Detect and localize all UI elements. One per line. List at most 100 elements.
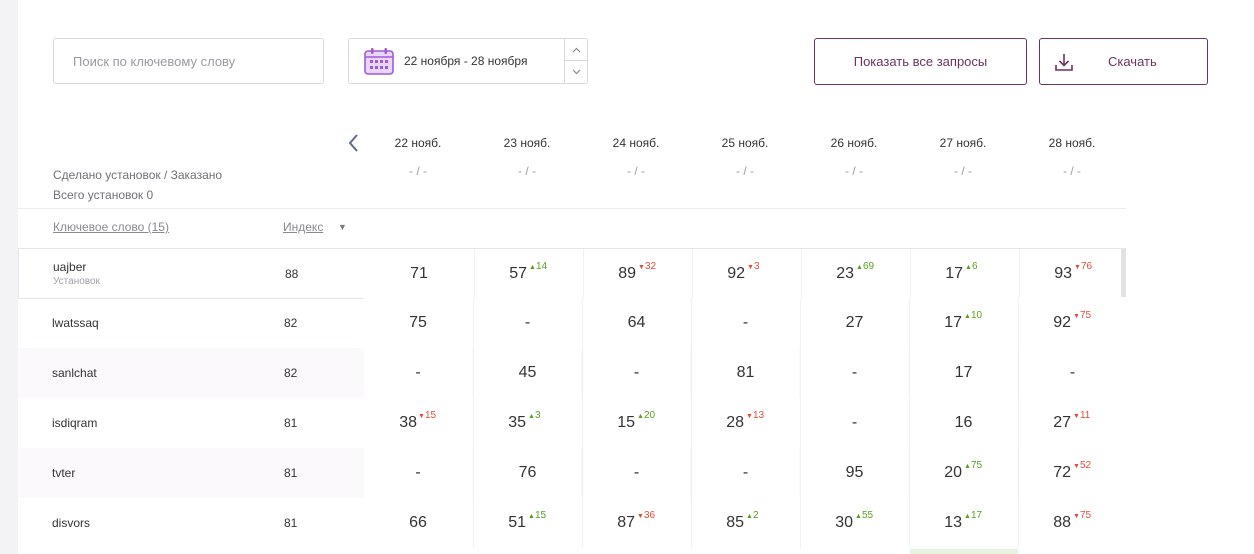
position-value: 16: [954, 414, 973, 431]
date-label: 27 нояб.: [939, 136, 987, 150]
date-column-header: 27 нояб. - / -: [909, 136, 1017, 178]
arrow-up-icon: ▲: [964, 313, 971, 320]
position-value: 66: [409, 514, 427, 531]
keyword-column-header[interactable]: Ключевое слово (15): [53, 220, 169, 234]
delta-up-indicator: ▲6: [965, 261, 978, 272]
day-cell: 13 ▲17: [909, 498, 1017, 548]
index-value: 81: [284, 416, 298, 430]
position-value: -: [851, 414, 858, 431]
position-value: 81: [736, 364, 755, 381]
download-label: Скачать: [1108, 54, 1157, 69]
day-cell: 76: [473, 448, 581, 498]
day-cell: 17 ▲10: [909, 298, 1017, 348]
position-value: 23: [836, 265, 854, 282]
day-cell: 93 ▼76: [1019, 249, 1127, 299]
delta-value: 75: [1079, 310, 1092, 321]
chevron-left-icon[interactable]: [346, 133, 362, 153]
day-cell: 72 ▼52: [1018, 448, 1126, 498]
position-value: 57: [509, 265, 527, 282]
arrow-up-icon: ▲: [855, 513, 862, 520]
day-cell: 28 ▼13: [691, 398, 799, 448]
index-column-header[interactable]: Индекс: [283, 220, 324, 234]
position-value: 92: [1053, 314, 1071, 331]
day-cell: 71: [365, 249, 473, 299]
table-row[interactable]: sanlchat 82 - 45 - 81 - 17 -: [18, 348, 1126, 398]
delta-value: 15: [424, 410, 437, 421]
search-input[interactable]: [54, 39, 323, 83]
show-all-queries-button[interactable]: Показать все запросы: [814, 38, 1027, 85]
position-value: 17: [945, 265, 963, 282]
delta-value: 17: [970, 510, 983, 521]
chevron-down-icon: [572, 69, 580, 75]
day-cell: -: [364, 448, 472, 498]
arrow-down-icon: ▼: [418, 413, 425, 420]
delta-value: 52: [1079, 460, 1092, 471]
search-field[interactable]: [53, 38, 324, 84]
date-label: 28 нояб.: [1048, 136, 1096, 150]
arrow-down-icon: ▼: [747, 264, 754, 271]
arrow-up-icon: ▲: [964, 513, 971, 520]
delta-up-indicator: ▲75: [964, 460, 982, 471]
position-value: 15: [617, 414, 635, 431]
arrow-down-icon: ▼: [1074, 264, 1081, 271]
day-cell: -: [473, 298, 581, 348]
position-value: 72: [1053, 464, 1071, 481]
day-cell: -: [691, 298, 799, 348]
delta-value: 10: [970, 310, 983, 321]
day-cell: -: [1018, 348, 1126, 398]
table-row[interactable]: tvter 81-76- -95 20 ▲75 72 ▼52: [18, 448, 1126, 498]
position-value: 75: [409, 314, 427, 331]
day-cell: 85 ▲2: [691, 498, 799, 548]
day-cell: 92 ▼75: [1018, 298, 1126, 348]
installs-stats: Сделано установок / Заказано Всего устан…: [53, 165, 222, 205]
day-cell: 51 ▲15: [473, 498, 581, 548]
spinner-up-button[interactable]: [565, 39, 587, 61]
delta-value: 14: [535, 261, 548, 272]
download-button[interactable]: Скачать: [1039, 38, 1208, 85]
day-cell: 27 ▼11: [1018, 398, 1126, 448]
day-cell: -: [691, 448, 799, 498]
date-column-header: 28 нояб. - / -: [1018, 136, 1126, 178]
day-cell: 45: [473, 348, 581, 398]
date-column-header: 24 нояб. - / -: [582, 136, 690, 178]
position-value: 38: [399, 414, 417, 431]
date-range-picker[interactable]: 22 ноября - 28 ноября: [348, 38, 588, 84]
table-row[interactable]: disvors 81 66 51 ▲15 87 ▼36 85 ▲2 30 ▲55 13 ▲17 88 ▼75: [18, 498, 1126, 548]
installs-ordered-label: Сделано установок / Заказано: [53, 168, 223, 182]
table-row[interactable]: lwatssaq 82 75-64-27 17 ▲10 92 ▼75: [18, 298, 1126, 348]
date-installs-value: - / -: [1063, 164, 1081, 178]
spinner-down-button[interactable]: [565, 61, 587, 83]
download-icon: [1055, 54, 1073, 71]
delta-down-indicator: ▼52: [1073, 460, 1091, 471]
delta-down-indicator: ▼15: [418, 410, 436, 421]
index-value: 82: [284, 366, 298, 380]
delta-down-indicator: ▼3: [747, 261, 760, 272]
day-cell: 81: [691, 348, 799, 398]
day-cell: 38 ▼15: [364, 398, 472, 448]
position-value: 27: [845, 314, 864, 331]
arrow-up-icon: ▲: [965, 264, 972, 271]
table-row[interactable]: uajber Установок 88 71 57 ▲14 89 ▼32 92 ▼3 23 ▲69 17…: [18, 248, 1127, 299]
table-scrollbar[interactable]: [1121, 249, 1126, 297]
sort-down-icon[interactable]: ▼: [338, 222, 347, 232]
delta-up-indicator: ▲14: [529, 261, 547, 272]
table-row[interactable]: isdiqram 81 38 ▼15 35 ▲3 15 ▲20 28 ▼13-16 27 ▼11: [18, 398, 1126, 448]
delta-value: 3: [753, 261, 760, 272]
arrow-down-icon: ▼: [1073, 413, 1080, 420]
delta-value: 75: [970, 460, 983, 471]
arrow-up-icon: ▲: [964, 463, 971, 470]
index-value: 81: [284, 466, 298, 480]
day-cell: 15 ▲20: [582, 398, 690, 448]
day-cell: 66: [364, 498, 472, 548]
arrow-up-icon: ▲: [528, 513, 535, 520]
position-value: -: [742, 464, 749, 481]
keyword-text: lwatssaq: [52, 316, 99, 330]
arrow-down-icon: ▼: [746, 413, 753, 420]
date-installs-value: - / -: [736, 164, 754, 178]
index-value: 82: [284, 316, 298, 330]
position-value: -: [851, 364, 858, 381]
day-cell: 89 ▼32: [583, 249, 691, 299]
delta-up-indicator: ▲10: [964, 310, 982, 321]
position-value: 27: [1053, 414, 1071, 431]
date-range-text: 22 ноября - 28 ноября: [404, 54, 528, 68]
